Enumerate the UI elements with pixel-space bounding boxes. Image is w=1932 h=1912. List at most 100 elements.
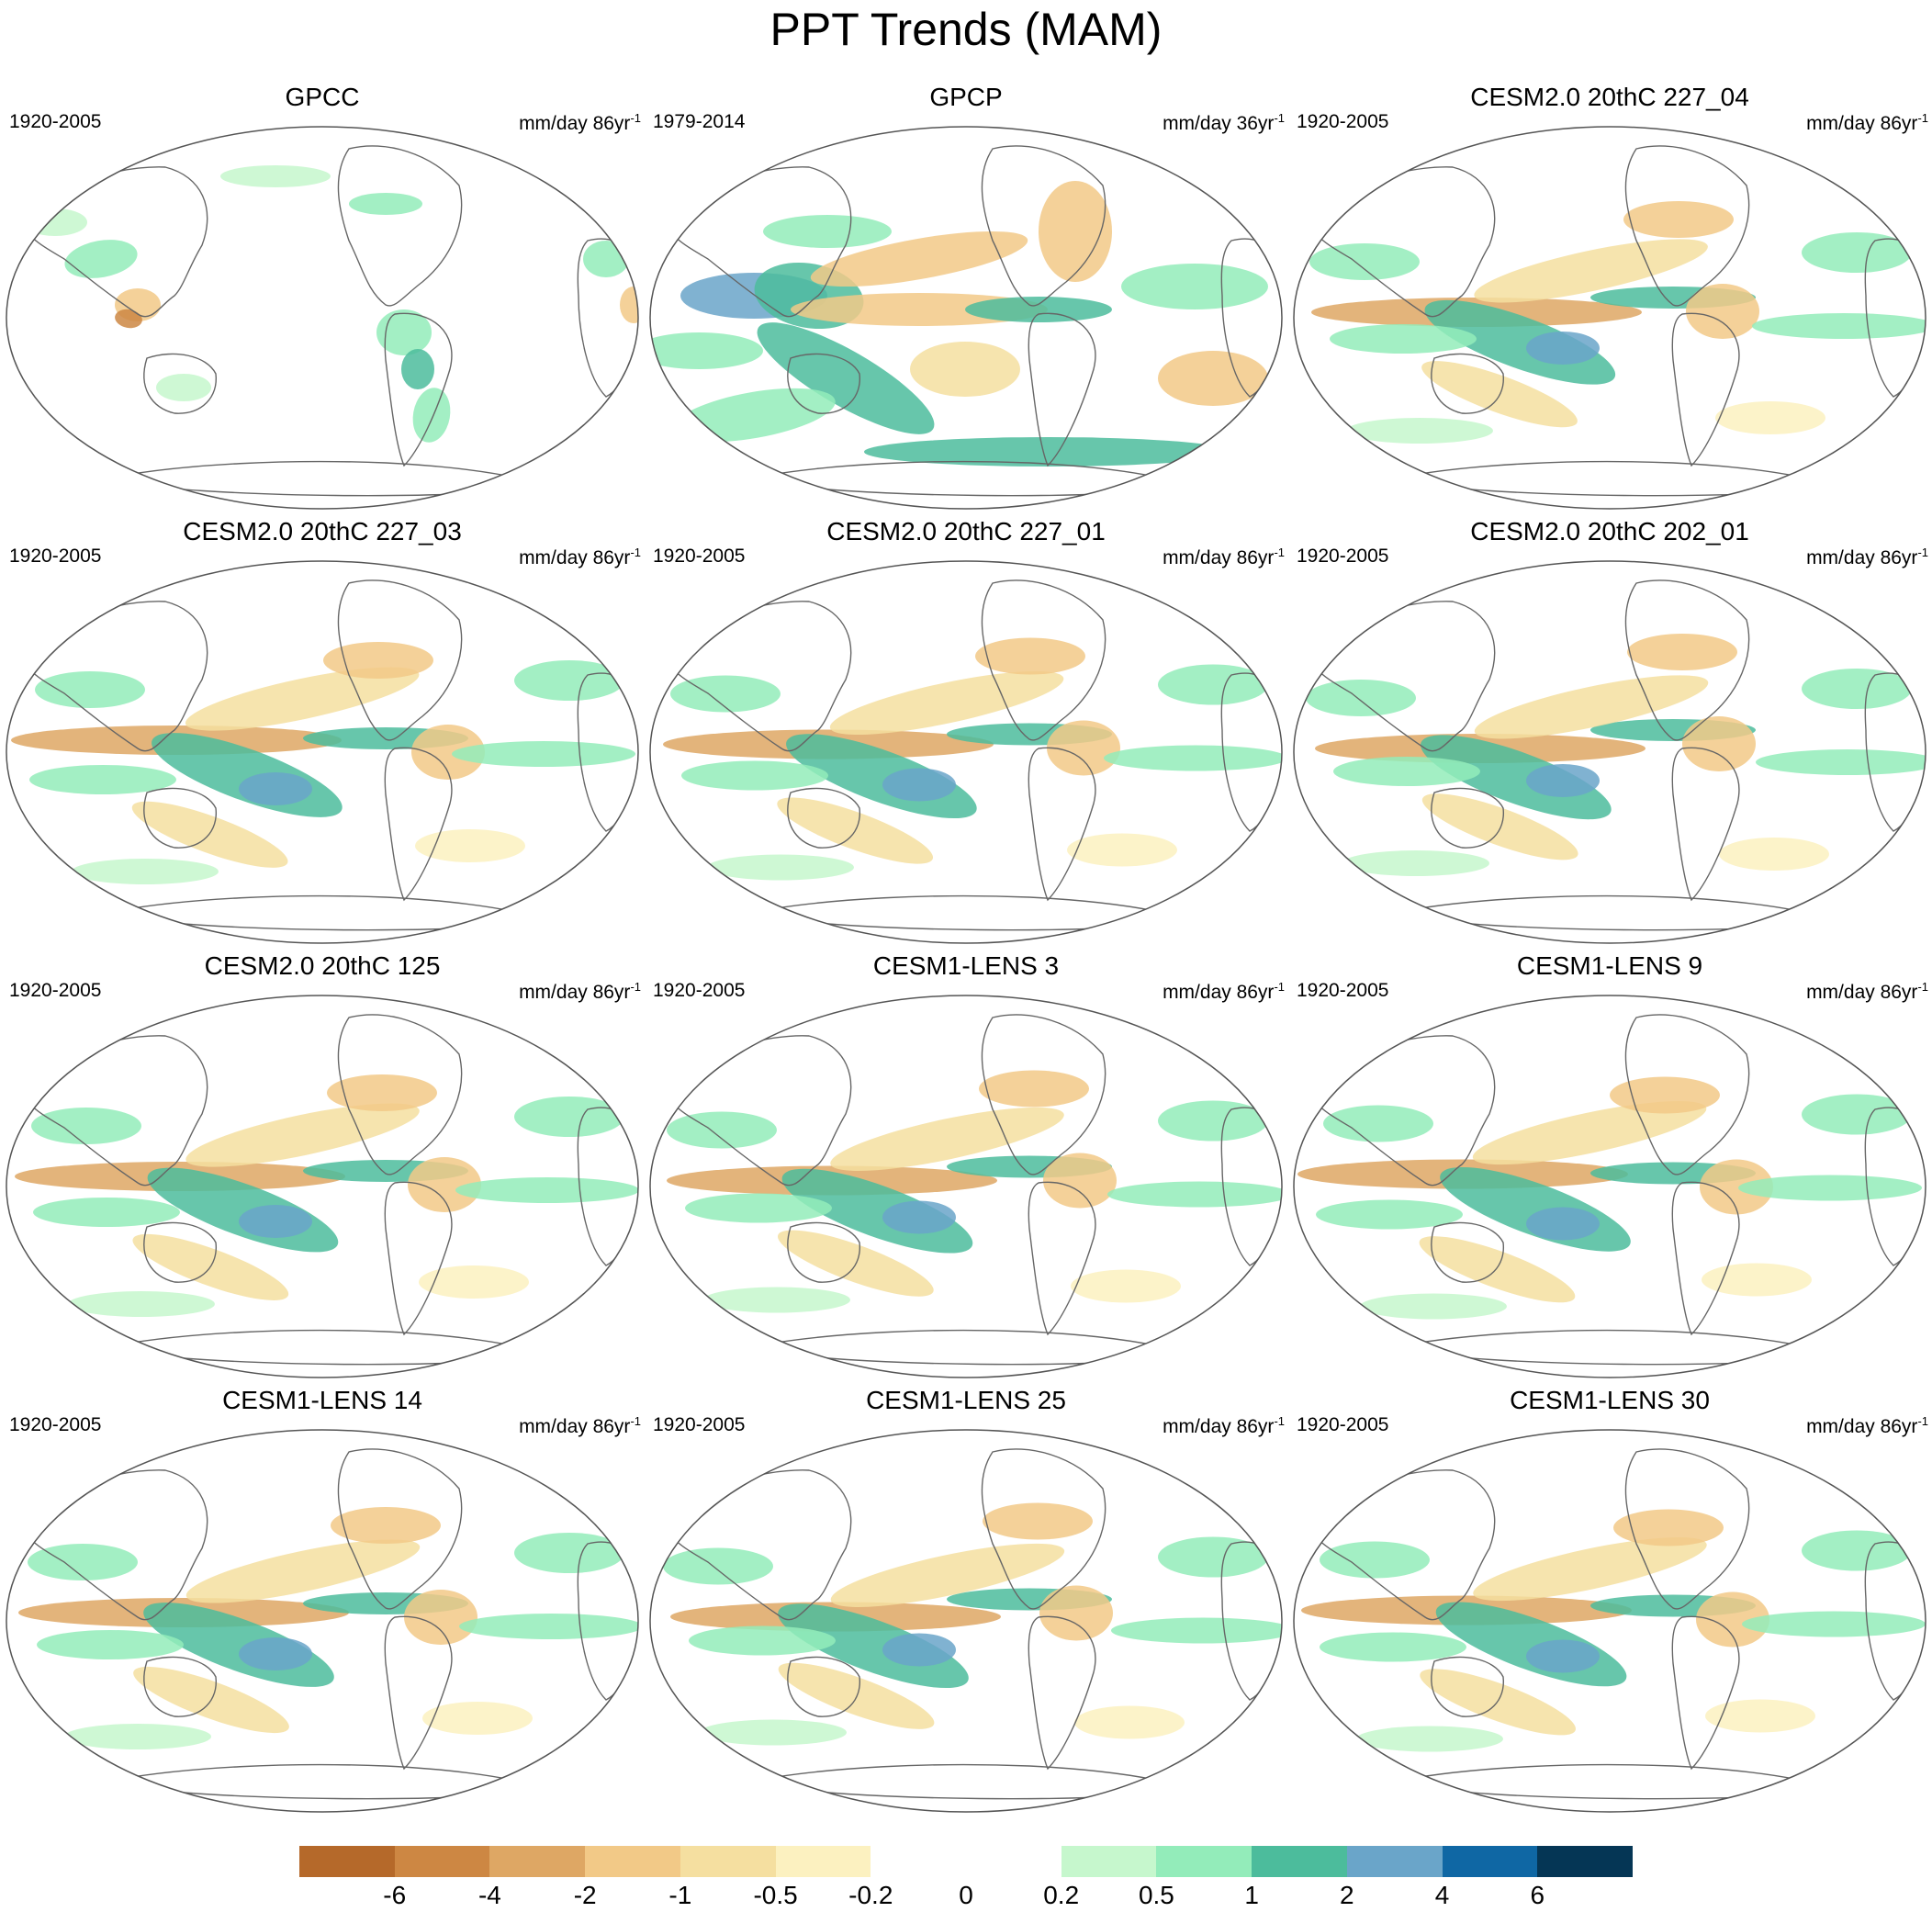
trend-blob — [1700, 1159, 1773, 1215]
trend-blob — [1613, 1509, 1724, 1546]
colorbar-box — [1156, 1846, 1252, 1877]
trend-blob — [1320, 1632, 1466, 1662]
colorbar-box — [1442, 1846, 1538, 1877]
trend-blob — [882, 768, 956, 802]
australia-outline — [787, 353, 860, 414]
world-map — [649, 126, 1283, 510]
panel-units: mm/day 86yr-1 — [1163, 541, 1285, 570]
north-america-outline — [1624, 1014, 1750, 1175]
trend-blob — [910, 342, 1020, 397]
world-map — [6, 995, 639, 1378]
trend-blob — [672, 388, 836, 443]
asia-outline — [1305, 166, 1496, 318]
asia-outline — [661, 166, 852, 318]
trend-blob — [778, 1662, 935, 1729]
trend-field — [650, 127, 1282, 509]
colorbar-tick-label: 0 — [959, 1881, 973, 1909]
map-border — [1293, 126, 1926, 510]
trend-blob — [323, 642, 433, 679]
trend-field — [6, 127, 638, 509]
trend-blob — [1039, 181, 1112, 282]
units-text: mm/day 86yr — [1163, 1416, 1275, 1437]
panel-title: CESM1-LENS 3 — [872, 951, 1060, 980]
units-exponent: -1 — [1917, 545, 1928, 559]
trend-blob — [1356, 1726, 1503, 1752]
colorbar-tick-label: 6 — [1530, 1881, 1545, 1909]
australia-outline — [143, 353, 217, 414]
map-border — [6, 995, 639, 1378]
map-border — [1293, 995, 1926, 1378]
australia-outline — [1431, 353, 1504, 414]
units-exponent: -1 — [630, 111, 641, 125]
trend-blob — [185, 1103, 420, 1167]
world-map — [6, 126, 639, 510]
colorbar-tick-label: -1 — [668, 1881, 692, 1909]
trend-field — [650, 561, 1282, 943]
units-text: mm/day 86yr — [519, 982, 631, 1003]
panel-units: mm/day 86yr-1 — [519, 541, 641, 570]
trend-blob — [1419, 1236, 1576, 1303]
trend-blob — [1330, 324, 1477, 354]
trend-blob — [455, 1177, 638, 1203]
trend-blob — [763, 215, 892, 248]
units-exponent: -1 — [1274, 980, 1285, 994]
units-text: mm/day 86yr — [519, 1416, 631, 1437]
panel-units: mm/day 86yr-1 — [519, 975, 641, 1005]
trend-blob — [23, 208, 87, 236]
trend-blob — [185, 667, 420, 731]
trend-blob — [1320, 1541, 1430, 1579]
north-america-outline — [337, 1014, 463, 1175]
colorbar-box — [775, 1846, 871, 1877]
trend-blob — [1067, 833, 1177, 867]
trend-blob — [376, 309, 432, 355]
units-text: mm/day 86yr — [519, 113, 631, 134]
trend-blob — [1421, 735, 1612, 820]
trend-blob — [663, 1547, 773, 1585]
trend-blob — [1610, 1076, 1720, 1114]
trend-field — [1294, 995, 1926, 1378]
trend-blob — [1623, 201, 1734, 238]
map-panel: CESM2.0 20thC 202_01 1920-2005 mm/day 86yr… — [1287, 517, 1932, 949]
trend-blob — [115, 309, 142, 329]
trend-blob — [707, 854, 854, 881]
map-border — [6, 1429, 639, 1813]
australia-outline — [143, 787, 217, 849]
units-exponent: -1 — [630, 1414, 641, 1428]
map-panel: CESM2.0 20thC 227_01 1920-2005 mm/day 86yr… — [644, 517, 1288, 949]
trend-blob — [1705, 1699, 1815, 1733]
trend-blob — [1306, 680, 1416, 716]
north-america-outline — [1624, 579, 1750, 741]
colorbar-tick-label: -0.5 — [753, 1881, 798, 1909]
world-map — [1293, 560, 1926, 944]
units-exponent: -1 — [1274, 111, 1285, 125]
trend-blob — [689, 1625, 836, 1656]
australia-outline — [1431, 787, 1504, 849]
trend-blob — [401, 349, 434, 389]
trend-blob — [1121, 264, 1268, 309]
trend-blob — [1107, 1181, 1282, 1208]
panel-title: CESM1-LENS 9 — [1516, 951, 1703, 980]
colorbar-box — [299, 1846, 396, 1877]
panel-units: mm/day 86yr-1 — [1163, 1410, 1285, 1439]
units-text: mm/day 36yr — [1163, 113, 1275, 134]
map-border — [649, 560, 1283, 944]
colorbar-box — [489, 1846, 586, 1877]
trend-blob — [979, 1070, 1089, 1108]
trend-blob — [1526, 764, 1600, 797]
trend-blob — [31, 1108, 141, 1144]
trend-blob — [220, 165, 331, 187]
trend-blob — [412, 388, 451, 443]
units-text: mm/day 86yr — [1806, 547, 1918, 568]
australia-outline — [787, 787, 860, 849]
colorbar-box — [394, 1846, 490, 1877]
map-panel: GPCC 1920-2005 mm/day 86yr-1 — [0, 83, 645, 514]
trend-blob — [1715, 401, 1825, 434]
trend-blob — [404, 1590, 477, 1645]
trend-blob — [1742, 1611, 1926, 1637]
world-map — [6, 1429, 639, 1813]
trend-blob — [1158, 351, 1268, 406]
colorbar-box — [585, 1846, 681, 1877]
trend-blob — [1316, 1199, 1463, 1230]
trend-blob — [670, 675, 781, 713]
trend-blob — [1627, 634, 1737, 670]
